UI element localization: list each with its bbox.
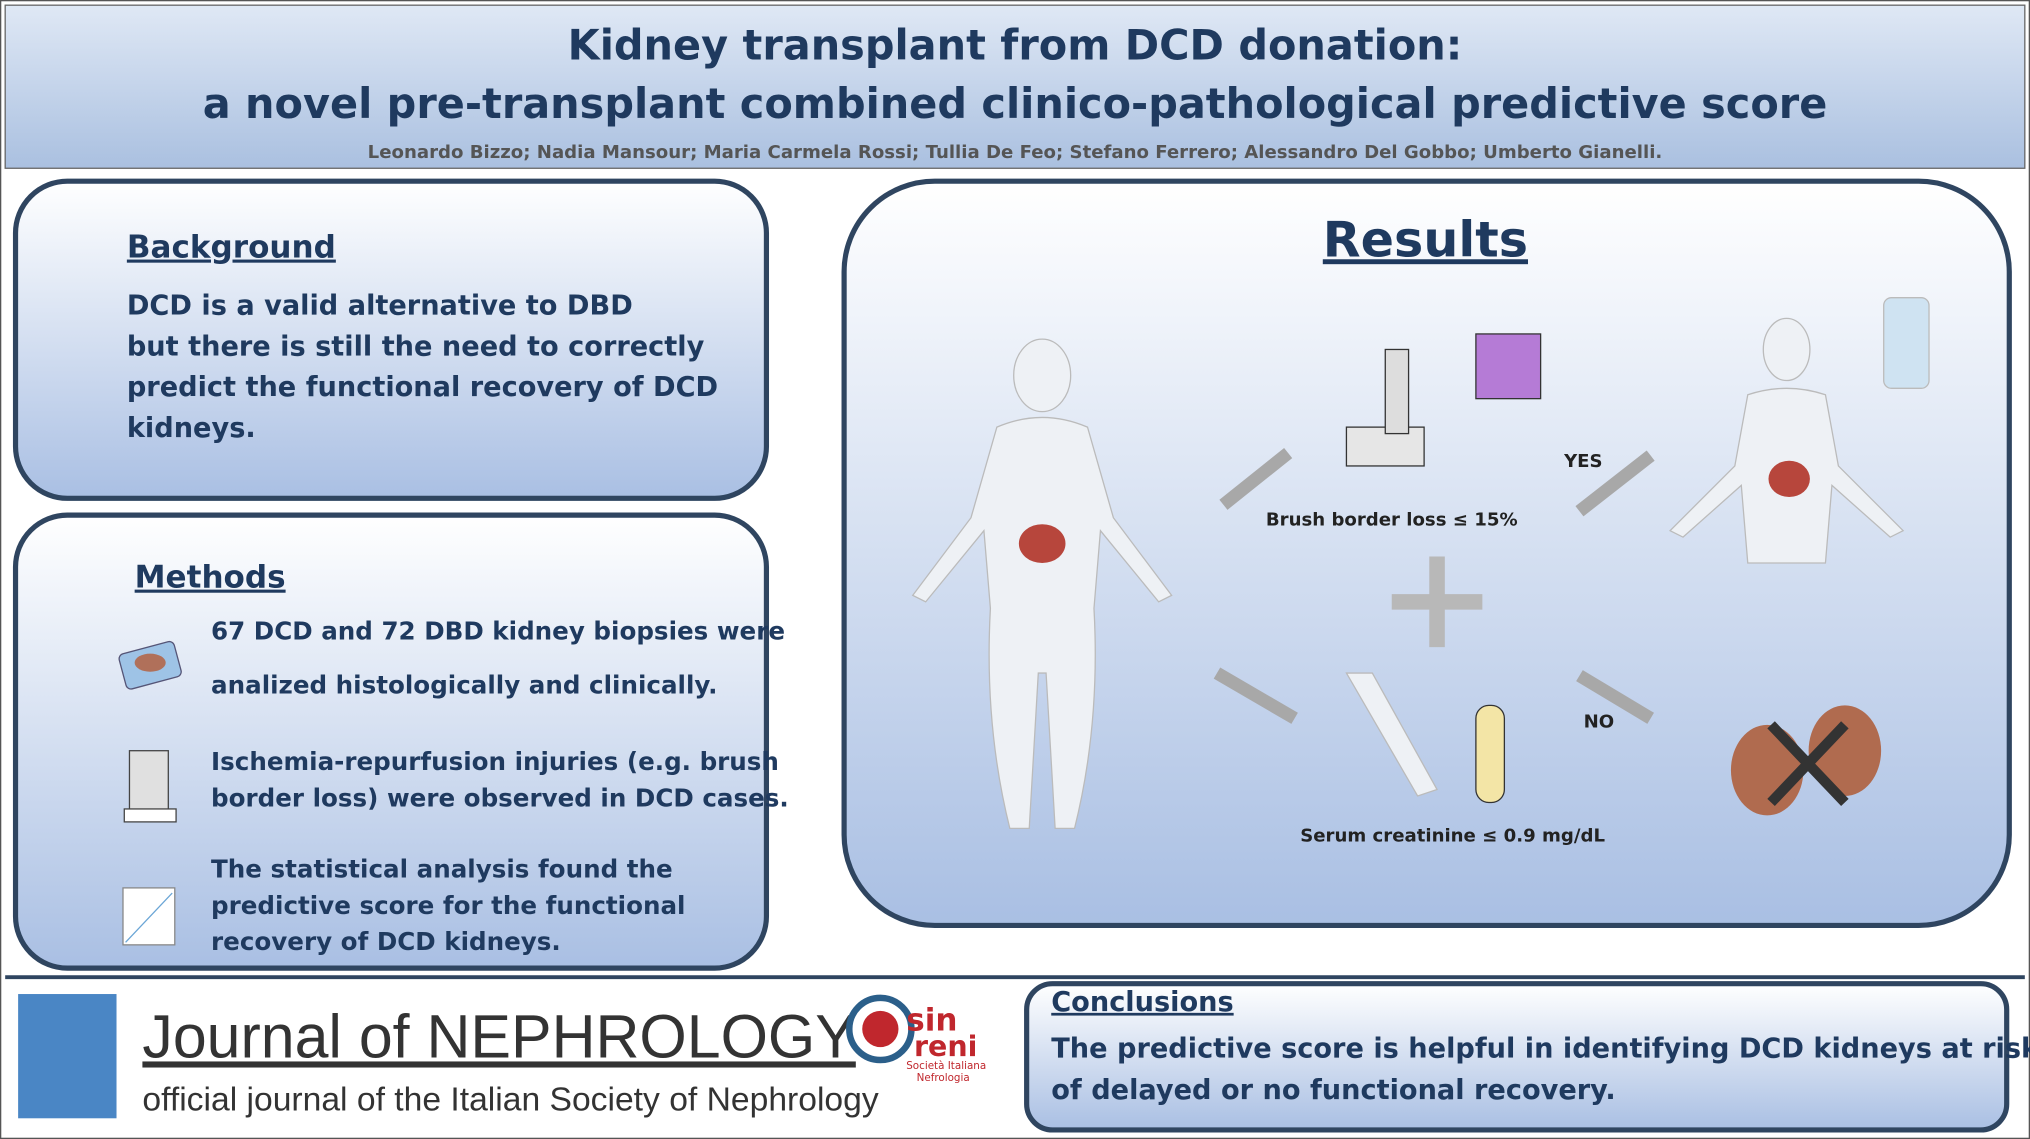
section-heading: Results xyxy=(1323,210,1528,268)
text-line: but there is still the need to correctly xyxy=(127,331,705,362)
illustrations xyxy=(911,297,1930,830)
section-heading: Methods xyxy=(135,560,286,596)
journal-name: Journal of NEPHROLOGY xyxy=(142,1002,855,1070)
text-line: border loss) were observed in DCD cases. xyxy=(211,783,789,812)
text-line: DCD is a valid alternative to DBD xyxy=(127,291,633,322)
results-box xyxy=(841,178,2012,929)
logo-text: reni xyxy=(914,1030,977,1063)
text-line: 67 DCD and 72 DBD kidney biopsies were xyxy=(211,616,785,645)
journal-subtitle: official journal of the Italian Society … xyxy=(142,1082,878,1119)
text-line: Ischemia-repurfusion injuries (e.g. brus… xyxy=(211,747,779,776)
section-heading: Conclusions xyxy=(1051,987,1233,1018)
result-label: Brush border loss ≤ 15% xyxy=(1266,509,1518,530)
text-line: recovery of DCD kidneys. xyxy=(211,927,561,956)
header-box xyxy=(4,4,2026,169)
text-line: predict the functional recovery of DCD xyxy=(127,372,718,403)
methods-text: 67 DCD and 72 DBD kidney biopsies were an… xyxy=(211,616,789,956)
journal-cover xyxy=(18,994,117,1119)
title: Kidney transplant from DCD donation: xyxy=(568,22,1463,70)
methods-box xyxy=(12,512,770,971)
logo-text: sin xyxy=(906,1002,957,1038)
text-line: predictive score for the functional xyxy=(211,891,685,920)
text-line: analized histologically and clinically. xyxy=(211,671,717,700)
result-label: NO xyxy=(1584,711,1615,732)
text-line: The statistical analysis found the xyxy=(211,855,673,884)
background-text: DCD is a valid alternative to DBD but the… xyxy=(127,291,718,444)
method-icons xyxy=(118,640,182,946)
conclusions-box xyxy=(1024,981,2010,1133)
text-line: kidneys. xyxy=(127,413,256,444)
authors: Leonardo Bizzo; Nadia Mansour; Maria Car… xyxy=(368,142,1663,163)
conclusions-text: The predictive score is helpful in ident… xyxy=(1051,1033,2030,1105)
text-line: of delayed or no functional recovery. xyxy=(1051,1075,1615,1106)
logo-text: Nefrologia xyxy=(917,1072,970,1084)
section-heading: Background xyxy=(127,230,336,266)
text-line: The predictive score is helpful in ident… xyxy=(1051,1033,2030,1064)
result-label: Serum creatinine ≤ 0.9 mg/dL xyxy=(1300,825,1605,846)
logo-dot xyxy=(862,1010,899,1048)
result-label: YES xyxy=(1563,451,1603,472)
title: a novel pre-transplant combined clinico-… xyxy=(203,80,1828,128)
logo-text: Società Italiana xyxy=(906,1060,986,1072)
background-box xyxy=(12,178,770,501)
